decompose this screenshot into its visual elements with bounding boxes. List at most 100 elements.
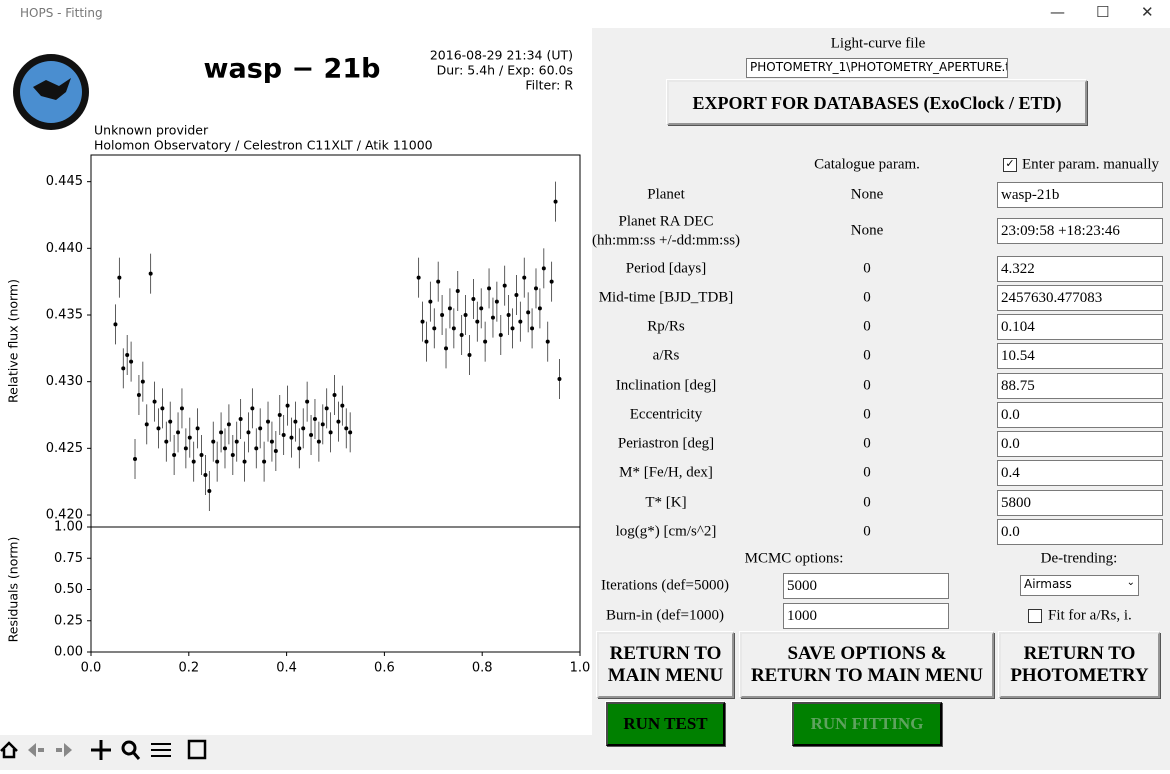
save-options-button[interactable]: SAVE OPTIONS & RETURN TO MAIN MENU [740, 632, 994, 698]
catalogue-value: 0 [863, 406, 871, 423]
param-input[interactable]: 10.54 [997, 343, 1163, 369]
data-point [483, 339, 488, 344]
data-point [277, 413, 282, 417]
catalogue-value: 0 [863, 318, 871, 335]
forward-icon[interactable] [56, 743, 72, 757]
catalogue-header: Catalogue param. [814, 156, 920, 173]
param-label: Periastron [deg] [617, 435, 715, 452]
param-label: Eccentricity [629, 406, 703, 423]
param-input[interactable]: 2457630.477083 [997, 285, 1163, 311]
data-point [269, 439, 274, 444]
data-point [129, 359, 134, 364]
param-input[interactable]: 0.4 [997, 460, 1163, 486]
data-point [553, 199, 558, 204]
data-point [289, 435, 294, 440]
return-photometry-button[interactable]: RETURN TO PHOTOMETRY [999, 632, 1160, 698]
file-label: Light-curve file [830, 35, 926, 52]
data-point [230, 453, 235, 457]
iterations-input[interactable]: 5000 [783, 573, 949, 599]
y-tick-label: 0.435 [46, 308, 83, 323]
x-tick-label: 0.6 [374, 661, 395, 676]
zoom-icon[interactable] [121, 740, 137, 756]
dropdown-arrow: ⌄ [995, 60, 1004, 71]
data-point [475, 319, 480, 324]
manual-checkbox[interactable]: ✓ [1003, 158, 1017, 172]
param-label: Mid-time [BJD_TDB] [598, 289, 734, 306]
data-point [502, 283, 507, 288]
param-input[interactable]: 0.0 [997, 431, 1163, 457]
button-text: RETURN TO [609, 643, 722, 664]
data-point [238, 417, 243, 421]
pan-icon[interactable] [91, 740, 111, 760]
fitting-options-panel: Light-curve file PHOTOMETRY_1\PHOTOMETRY_… [592, 28, 1170, 770]
chart: 0.420 0.425 0.430 0.435 0.440 0.445 Relative f… [6, 48, 591, 676]
run-fitting-button[interactable]: RUN FITTING [792, 702, 942, 746]
observation-info: Filter: R [525, 78, 573, 93]
home-icon[interactable] [0, 741, 18, 759]
data-point [168, 419, 173, 424]
data-point [424, 339, 429, 344]
save-icon[interactable] [187, 739, 207, 760]
data-point [164, 439, 169, 444]
data-point [328, 430, 333, 435]
file-select-value: PHOTOMETRY_1\PHOTOMETRY_APERTURE.t [750, 60, 1008, 74]
button-text: RETURN TO MAIN MENU [750, 665, 984, 686]
data-point [234, 439, 239, 444]
param-label: Planet RA DEC [618, 213, 714, 230]
data-point [494, 299, 499, 304]
data-point [262, 459, 267, 464]
data-point [242, 459, 247, 464]
back-icon[interactable] [28, 743, 44, 757]
fit-checkbox[interactable] [1028, 609, 1042, 623]
param-label: Rp/Rs [647, 318, 685, 335]
param-input[interactable]: 0.0 [997, 402, 1163, 428]
data-point [215, 459, 220, 464]
data-point [549, 279, 554, 284]
catalogue-value: 0 [863, 347, 871, 364]
burn-in-input[interactable]: 1000 [783, 603, 949, 629]
param-input[interactable]: 88.75 [997, 373, 1163, 399]
fit-checkbox-label: Fit for a/Rs, i. [1048, 607, 1132, 624]
iterations-label: Iterations (def=5000) [601, 577, 729, 594]
param-input[interactable]: 5800 [997, 490, 1163, 516]
data-point [246, 430, 251, 435]
plot-frame [90, 154, 581, 528]
data-point [436, 279, 441, 284]
return-main-button[interactable]: RETURN TO MAIN MENU [597, 632, 734, 698]
data-point [297, 446, 302, 451]
y-tick-label: 0.425 [46, 441, 83, 456]
x-tick-label: 0.2 [178, 661, 199, 676]
minimize-button[interactable]: — [1050, 3, 1065, 21]
param-input[interactable]: 4.322 [997, 256, 1163, 282]
data-point [510, 326, 515, 331]
data-point [117, 275, 122, 280]
run-test-button[interactable]: RUN TEST [606, 702, 725, 746]
configure-icon[interactable] [151, 743, 171, 757]
data-point [428, 299, 433, 304]
data-point [113, 322, 118, 327]
maximize-button[interactable]: ☐ [1096, 3, 1110, 21]
param-label: a/Rs [652, 347, 680, 364]
close-button[interactable]: ✕ [1141, 3, 1154, 21]
data-point [487, 286, 492, 291]
data-point [420, 319, 425, 324]
param-input[interactable]: 0.104 [997, 314, 1163, 340]
data-point [518, 319, 523, 324]
data-point [219, 430, 224, 435]
param-label: M* [Fe/H, dex] [619, 464, 713, 481]
data-point [522, 275, 527, 280]
param-input[interactable]: 0.0 [997, 519, 1163, 545]
param-input[interactable]: wasp-21b [997, 182, 1163, 208]
export-button[interactable]: EXPORT FOR DATABASES (ExoClock / ETD) [667, 80, 1087, 125]
dropdown-arrow: ⌄ [1126, 577, 1135, 588]
button-text: RETURN TO [1023, 643, 1136, 664]
data-point [199, 453, 204, 457]
data-point [258, 426, 263, 431]
y-tick-label: 0.25 [54, 613, 83, 628]
param-input[interactable]: 23:09:58 +18:23:46 [997, 218, 1163, 244]
toolbar [0, 735, 592, 770]
file-select[interactable]: PHOTOMETRY_1\PHOTOMETRY_APERTURE.t ⌄ [746, 58, 1008, 78]
data-point [179, 406, 184, 411]
detrending-select[interactable]: Airmass ⌄ [1020, 575, 1139, 596]
